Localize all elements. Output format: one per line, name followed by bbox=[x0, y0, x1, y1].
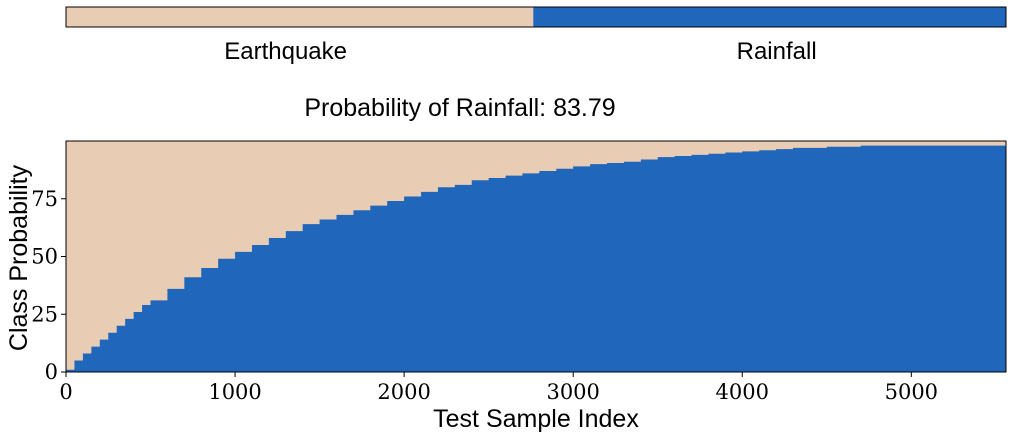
legend-label-rainfall: Rainfall bbox=[737, 38, 817, 65]
x-tick-label: 2000 bbox=[377, 380, 430, 404]
x-tick-label: 4000 bbox=[716, 380, 769, 404]
x-tick-label: 3000 bbox=[546, 380, 599, 404]
legend-border bbox=[65, 6, 1007, 28]
x-tick-label: 1000 bbox=[208, 380, 261, 404]
rainfall-area bbox=[66, 145, 1006, 372]
y-tick-label: 50 bbox=[31, 245, 58, 269]
chart-title: Probability of Rainfall: 83.79 bbox=[304, 94, 615, 122]
x-axis: 0 1000 2000 3000 4000 5000 bbox=[59, 372, 938, 404]
legend-label-earthquake: Earthquake bbox=[224, 38, 347, 65]
y-tick-label: 0 bbox=[45, 360, 58, 384]
legend-swatch-earthquake bbox=[66, 7, 534, 27]
y-tick-label: 75 bbox=[31, 187, 58, 211]
legend-swatch-rainfall bbox=[533, 7, 1006, 27]
x-tick-label: 5000 bbox=[885, 380, 938, 404]
y-axis-label: Class Probability bbox=[5, 164, 33, 351]
y-axis: 0 25 50 75 bbox=[31, 187, 66, 384]
legend: Earthquake Rainfall bbox=[65, 6, 1007, 65]
plot-area bbox=[65, 140, 1007, 373]
x-tick-label: 0 bbox=[59, 380, 72, 404]
y-tick-label: 25 bbox=[31, 302, 58, 326]
x-axis-label: Test Sample Index bbox=[433, 405, 639, 433]
